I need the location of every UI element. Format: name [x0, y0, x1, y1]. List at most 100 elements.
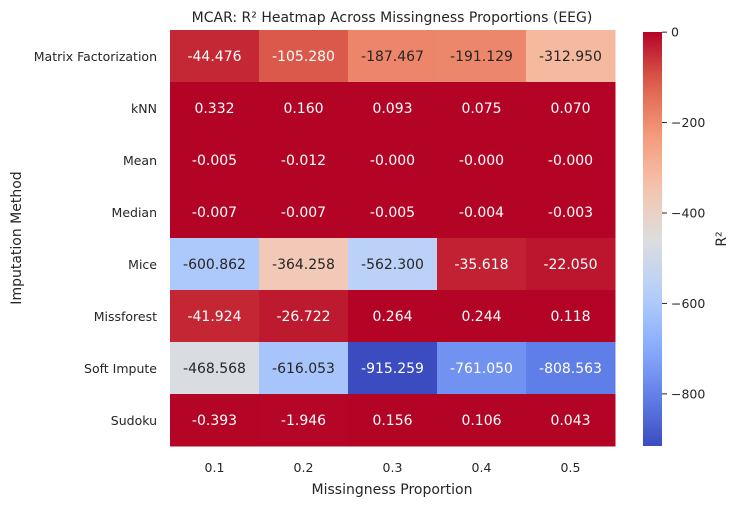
- heatmap-cell: [437, 30, 527, 83]
- y-tick-label: Missforest: [94, 309, 157, 324]
- cell-value-label: -0.005: [370, 205, 415, 221]
- y-tick-label: Mice: [128, 257, 157, 272]
- x-axis-label: Missingness Proportion: [312, 482, 473, 498]
- heatmap-cell: [526, 290, 616, 343]
- heatmap-cell: [259, 30, 349, 83]
- heatmap-cell: [526, 30, 616, 83]
- cell-value-label: -0.000: [459, 153, 504, 169]
- heatmap-cell: [437, 134, 527, 187]
- colorbar-tick-label: −200: [671, 115, 705, 130]
- x-tick-labels: 0.1 0.2 0.3 0.4 0.5: [205, 460, 581, 475]
- heatmap-cell: [437, 342, 527, 395]
- cell-value-label: -0.003: [548, 205, 593, 221]
- cell-value-label: 0.118: [550, 309, 590, 325]
- heatmap-cell: [437, 290, 527, 343]
- heatmap-cell: [348, 342, 438, 395]
- cell-value-label: -41.924: [187, 309, 241, 325]
- cell-value-label: 0.264: [372, 309, 412, 325]
- colorbar-ticks: 0 −200 −400 −600 −800: [662, 25, 705, 401]
- heatmap-cell: [348, 30, 438, 83]
- colorbar-label: R²: [714, 231, 730, 246]
- x-tick-label: 0.4: [472, 460, 492, 475]
- heatmap-cell: [348, 82, 438, 135]
- cell-value-label: -191.129: [450, 49, 513, 65]
- cell-value-label: -105.280: [272, 49, 335, 65]
- heatmap-cell: [170, 30, 260, 83]
- cell-value-label: -0.004: [459, 205, 504, 221]
- heatmap-cell: [259, 394, 349, 447]
- heatmap-cells: -44.476 -105.280 -187.467 -191.129 -312.950 0…: [170, 30, 616, 447]
- heatmap-cell: [259, 238, 349, 291]
- heatmap-cell: [170, 394, 260, 447]
- y-tick-label: Soft Impute: [84, 361, 157, 376]
- heatmap-cell: [348, 134, 438, 187]
- colorbar-tick-label: 0: [671, 25, 679, 40]
- heatmap-cell: [526, 342, 616, 395]
- cell-value-label: -35.618: [454, 257, 508, 273]
- heatmap-cell: [259, 342, 349, 395]
- heatmap-cell: [170, 290, 260, 343]
- cell-value-label: -600.862: [183, 257, 246, 273]
- heatmap-cell: [348, 394, 438, 447]
- cell-value-label: 0.156: [372, 413, 412, 429]
- cell-value-label: 0.160: [283, 101, 323, 117]
- cell-value-label: -364.258: [272, 257, 335, 273]
- heatmap-cell: [437, 238, 527, 291]
- chart-title: MCAR: R² Heatmap Across Missingness Prop…: [192, 10, 593, 26]
- y-tick-labels: Matrix Factorization kNN Mean Median Mice Mis…: [34, 49, 158, 428]
- cell-value-label: -616.053: [272, 361, 335, 377]
- heatmap-cell: [259, 290, 349, 343]
- cell-value-label: -44.476: [187, 49, 241, 65]
- heatmap-cell: [259, 134, 349, 187]
- cell-value-label: 0.070: [550, 101, 590, 117]
- colorbar-tick-label: −800: [671, 386, 705, 401]
- cell-value-label: -0.007: [281, 205, 326, 221]
- heatmap-cell: [170, 134, 260, 187]
- cell-value-label: -0.005: [192, 153, 237, 169]
- y-tick-label: Mean: [123, 153, 157, 168]
- heatmap-cell: [348, 290, 438, 343]
- y-tick-label: Matrix Factorization: [34, 49, 157, 64]
- cell-value-label: -468.568: [183, 361, 246, 377]
- heatmap-cell: [170, 82, 260, 135]
- colorbar-tick-label: −600: [671, 296, 705, 311]
- cell-value-label: -915.259: [361, 361, 424, 377]
- y-tick-label: Median: [112, 205, 157, 220]
- x-tick-label: 0.5: [561, 460, 581, 475]
- x-tick-label: 0.3: [383, 460, 403, 475]
- cell-value-label: -22.050: [543, 257, 597, 273]
- heatmap-cell: [348, 238, 438, 291]
- cell-value-label: 0.093: [372, 101, 412, 117]
- heatmap-cell: [437, 394, 527, 447]
- cell-value-label: 0.106: [461, 413, 501, 429]
- cell-value-label: -0.000: [548, 153, 593, 169]
- heatmap-cell: [348, 186, 438, 239]
- cell-value-label: -761.050: [450, 361, 513, 377]
- cell-value-label: -312.950: [539, 49, 602, 65]
- cell-value-label: 0.332: [194, 101, 234, 117]
- cell-value-label: -0.000: [370, 153, 415, 169]
- y-axis-label: Imputation Method: [9, 171, 25, 304]
- heatmap-cell: [437, 186, 527, 239]
- x-tick-label: 0.1: [205, 460, 225, 475]
- heatmap-cell: [437, 82, 527, 135]
- cell-value-label: 0.075: [461, 101, 501, 117]
- heatmap-cell: [526, 82, 616, 135]
- heatmap-cell: [170, 342, 260, 395]
- heatmap-cell: [170, 238, 260, 291]
- heatmap-cell: [259, 82, 349, 135]
- cell-value-label: -187.467: [361, 49, 424, 65]
- heatmap-cell: [526, 394, 616, 447]
- heatmap-cell: [170, 186, 260, 239]
- cell-value-label: -808.563: [539, 361, 602, 377]
- x-tick-label: 0.2: [294, 460, 314, 475]
- heatmap-cell: [526, 134, 616, 187]
- cell-value-label: -0.393: [192, 413, 237, 429]
- cell-value-label: 0.244: [461, 309, 501, 325]
- cell-value-label: -0.007: [192, 205, 237, 221]
- y-tick-label: kNN: [131, 101, 157, 116]
- cell-value-label: -0.012: [281, 153, 326, 169]
- cell-value-label: -562.300: [361, 257, 424, 273]
- heatmap-cell: [526, 238, 616, 291]
